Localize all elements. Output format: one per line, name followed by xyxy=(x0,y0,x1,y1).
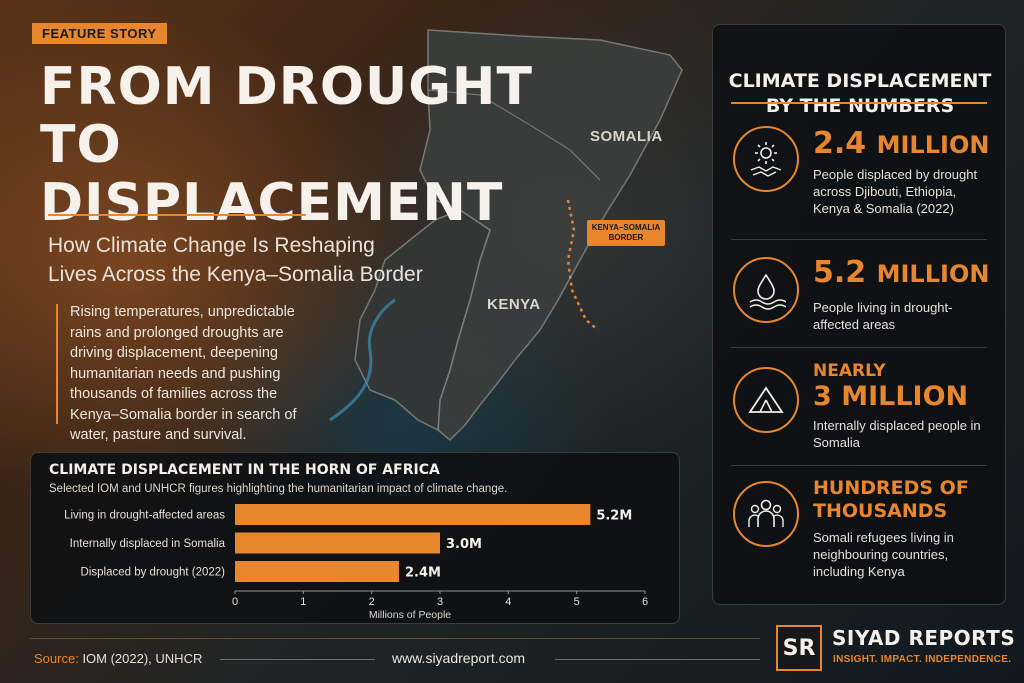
stat-value-line: HUNDREDS OF THOUSANDS xyxy=(813,477,969,523)
bar xyxy=(235,504,591,525)
border-label: KENYA–SOMALIA BORDER xyxy=(587,220,665,246)
border-label-line1: KENYA–SOMALIA xyxy=(591,223,661,232)
bar-chart: Living in drought-affected areas 5.2M Inte… xyxy=(64,504,648,621)
category-label: Living in drought-affected areas xyxy=(64,510,225,522)
stat-value: 2.4 xyxy=(813,126,867,161)
stat-prefix: NEARLY xyxy=(813,361,886,381)
stat-line-2: THOUSANDS xyxy=(813,500,948,522)
stat-divider xyxy=(731,239,987,240)
category-label: Displaced by drought (2022) xyxy=(81,567,226,579)
footer-line-left xyxy=(220,659,375,660)
people-group-icon xyxy=(733,481,799,547)
intro-accent-bar xyxy=(56,304,58,424)
sun-drought-icon xyxy=(733,126,799,192)
x-tick-label: 0 xyxy=(232,596,238,608)
stat-value-line: 3 MILLION xyxy=(813,381,968,412)
kenya-label: KENYA xyxy=(487,296,541,313)
source-note: Source: IOM (2022), UNHCR xyxy=(34,651,202,666)
stat-description: People displaced by drought across Djibo… xyxy=(813,167,978,216)
subtitle-line-1: How Climate Change Is Reshaping xyxy=(48,234,375,257)
x-tick-label: 4 xyxy=(505,596,511,608)
bar xyxy=(235,532,440,554)
stat-value: 5.2 xyxy=(813,255,867,290)
intro-paragraph: Rising temperatures, unpredictable rains… xyxy=(70,304,297,443)
somalia-label: SOMALIA xyxy=(590,128,663,145)
page-title: FROM DROUGHT TO DISPLACEMENT xyxy=(40,58,560,232)
water-drop-icon xyxy=(733,257,799,323)
kenya-shape xyxy=(354,209,491,432)
somalia-shape xyxy=(419,29,683,442)
stat-divider xyxy=(731,347,987,348)
horn-of-africa-map xyxy=(329,29,683,442)
x-tick-label: 5 xyxy=(574,596,580,608)
stat-unit: MILLION xyxy=(876,131,990,159)
border-label-line2: BORDER xyxy=(608,233,644,242)
stat-value: 3 xyxy=(813,381,832,412)
brand-name: SIYAD REPORTS xyxy=(832,626,1016,650)
stats-panel-title: CLIMATE DISPLACEMENT BY THE NUMBERS xyxy=(713,69,1007,119)
ethiopia-border-line xyxy=(427,89,601,181)
x-tick-label: 6 xyxy=(642,596,648,608)
x-axis-label: Millions of People xyxy=(369,609,451,621)
stat-value-line: 5.2 MILLION xyxy=(813,255,989,290)
source-key: Source: xyxy=(34,651,79,666)
stat-unit: MILLION xyxy=(841,381,969,412)
stat-divider xyxy=(731,465,987,466)
title-line-2: TO DISPLACEMENT xyxy=(40,115,504,233)
stats-panel-divider xyxy=(731,102,987,104)
stat-line-1: HUNDREDS OF xyxy=(813,477,969,499)
feature-badge: FEATURE STORY xyxy=(32,23,167,44)
footer-divider xyxy=(30,638,760,639)
data-label: 2.4M xyxy=(405,566,441,581)
website-link[interactable]: www.siyadreport.com xyxy=(392,650,526,666)
data-label: 3.0M xyxy=(446,537,482,552)
stat-description: Internally displaced people in Somalia xyxy=(813,418,981,450)
bar xyxy=(235,561,399,582)
stat-description: People living in drought-affected areas xyxy=(813,300,953,332)
chart-title: CLIMATE DISPLACEMENT IN THE HORN OF AFRI… xyxy=(49,462,440,478)
tent-icon xyxy=(733,367,799,433)
brand-tagline: INSIGHT. IMPACT. INDEPENDENCE. xyxy=(833,654,1012,665)
x-tick-label: 2 xyxy=(369,596,375,608)
stat-unit: MILLION xyxy=(876,260,990,288)
category-label: Internally displaced in Somalia xyxy=(70,538,226,550)
chart-panel: CLIMATE DISPLACEMENT IN THE HORN OF AFRI… xyxy=(30,452,680,624)
river-line xyxy=(329,298,396,422)
stat-description: Somali refugees living in neighbouring c… xyxy=(813,530,954,579)
kenya-somalia-border-line xyxy=(566,199,599,331)
x-tick-label: 3 xyxy=(437,596,443,608)
stats-panel-title-line2: BY THE NUMBERS xyxy=(765,95,955,117)
footer-line-right xyxy=(555,659,760,660)
brand-logo: SR xyxy=(776,625,822,671)
subtitle: How Climate Change Is Reshaping Lives Ac… xyxy=(48,231,478,289)
source-value: IOM (2022), UNHCR xyxy=(82,651,203,666)
subtitle-line-2: Lives Across the Kenya–Somalia Border xyxy=(48,263,423,286)
title-line-1: FROM DROUGHT xyxy=(40,57,533,117)
chart-subtitle: Selected IOM and UNHCR figures highlight… xyxy=(49,483,508,495)
stats-panel-title-line1: CLIMATE DISPLACEMENT xyxy=(728,70,992,92)
data-label: 5.2M xyxy=(596,509,632,524)
title-divider xyxy=(48,214,306,216)
x-tick-label: 1 xyxy=(300,596,306,608)
stats-panel: CLIMATE DISPLACEMENT BY THE NUMBERS 2.4 … xyxy=(712,24,1006,605)
stat-value-line: 2.4 MILLION xyxy=(813,126,989,161)
